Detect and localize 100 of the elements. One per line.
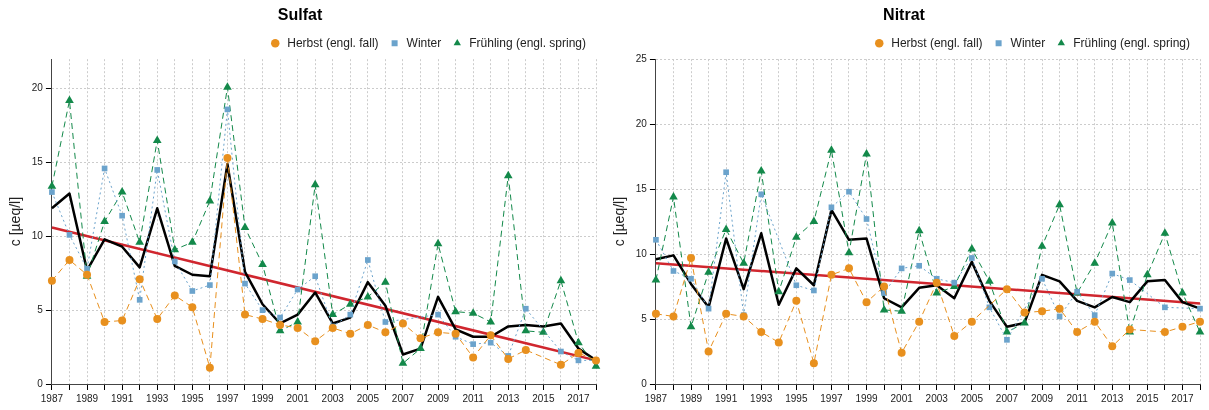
point [65, 255, 74, 264]
point [171, 258, 178, 265]
point [1038, 307, 1047, 316]
point [862, 298, 871, 307]
point [47, 181, 57, 189]
point [135, 237, 145, 245]
x-tick-label: 2015 [532, 392, 555, 404]
point [346, 329, 355, 338]
legend-label: Frühling (engl. spring) [469, 35, 586, 50]
x-tick-label: 1993 [750, 392, 773, 404]
point [1160, 328, 1169, 337]
point [574, 349, 583, 357]
point [345, 299, 355, 307]
point [556, 360, 565, 369]
point [756, 165, 766, 174]
point [1002, 327, 1012, 335]
point [879, 304, 889, 313]
point [293, 323, 302, 332]
y-tick-label: 20 [31, 82, 44, 94]
y-tick-label: 15 [31, 156, 44, 168]
point [451, 329, 460, 338]
point [651, 275, 661, 283]
point [1020, 308, 1029, 317]
point [1037, 241, 1047, 249]
x-tick-label: 2001 [890, 392, 914, 404]
point [688, 275, 694, 282]
point [932, 278, 941, 287]
x-tick-label: 2007 [995, 392, 1019, 404]
point [932, 288, 942, 296]
point [1073, 328, 1082, 337]
point [522, 305, 529, 312]
point [556, 275, 566, 284]
point [100, 317, 109, 326]
point [985, 276, 994, 284]
point [433, 238, 443, 247]
point [915, 317, 924, 326]
point [240, 310, 249, 319]
point [723, 169, 729, 176]
x-tick-label: 2017 [567, 392, 591, 404]
x-tick-label: 2013 [1101, 392, 1124, 404]
point [363, 320, 372, 329]
point [277, 314, 283, 321]
point [312, 273, 319, 280]
point [721, 224, 731, 232]
point [757, 328, 766, 337]
point [276, 320, 285, 329]
point [827, 270, 836, 279]
point [722, 309, 731, 318]
point [47, 276, 56, 285]
point [119, 212, 125, 219]
point [704, 347, 713, 356]
y-tick-label: 10 [31, 230, 44, 242]
point [809, 359, 818, 368]
point [469, 353, 478, 362]
point [117, 187, 127, 195]
y-tick-label: 10 [635, 247, 648, 259]
x-tick-label: 2007 [391, 392, 415, 404]
point [152, 135, 162, 143]
point [1090, 258, 1100, 266]
point [844, 264, 853, 273]
point [1039, 275, 1045, 282]
point [470, 341, 476, 347]
x-tick-label: 2017 [1171, 392, 1195, 404]
point [863, 216, 870, 222]
point [363, 291, 373, 300]
point [1004, 337, 1010, 343]
point [669, 191, 678, 200]
x-tick-label: 2003 [321, 392, 345, 404]
point [65, 95, 74, 104]
y-tick-label: 5 [37, 303, 44, 315]
point [1126, 277, 1133, 283]
x-tick-label: 1993 [146, 392, 169, 404]
point [382, 319, 389, 325]
point [1107, 217, 1117, 226]
point [487, 339, 494, 346]
point [1055, 304, 1064, 313]
point [398, 358, 408, 366]
point [468, 308, 478, 316]
x-tick-label: 1999 [855, 392, 879, 404]
point [223, 154, 232, 163]
point [1196, 317, 1204, 326]
point [205, 195, 215, 204]
point [451, 306, 460, 315]
point [416, 343, 425, 352]
point [1178, 288, 1187, 296]
x-tick-label: 2005 [356, 392, 380, 404]
point [758, 191, 765, 198]
point [118, 316, 127, 325]
point [809, 216, 819, 225]
x-tick-label: 2001 [286, 392, 310, 404]
legend-label: Winter [406, 35, 442, 50]
point [828, 204, 835, 211]
chart-title: Nitrat [883, 6, 926, 24]
point [416, 334, 425, 343]
point [188, 237, 197, 245]
x-tick-label: 1995 [181, 392, 204, 404]
point [844, 247, 854, 256]
point [811, 287, 817, 294]
point [521, 325, 531, 334]
point [827, 145, 836, 153]
